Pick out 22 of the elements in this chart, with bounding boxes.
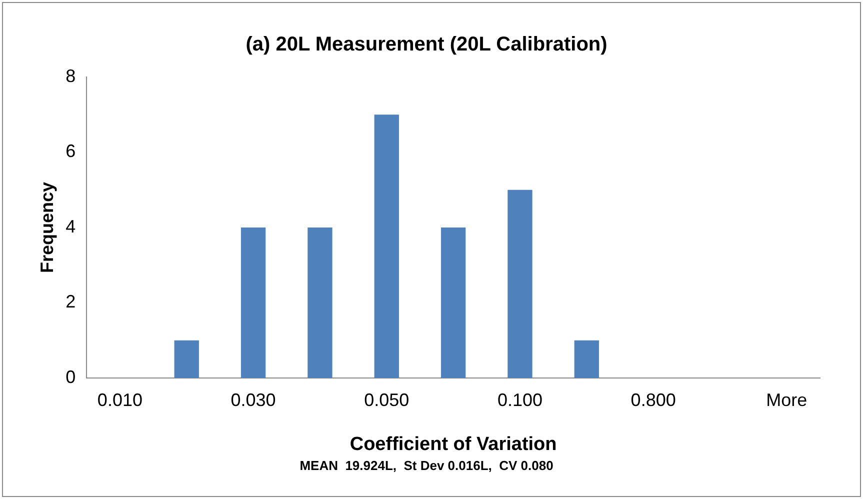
- chart-title: (a) 20L Measurement (20L Calibration): [246, 34, 608, 56]
- y-axis-title: Frequency: [36, 182, 57, 274]
- x-tick-label: More: [766, 390, 808, 410]
- y-tick-label: 2: [66, 292, 76, 312]
- bar: [574, 340, 599, 378]
- bar: [440, 228, 466, 378]
- x-tick-label: 0.100: [497, 390, 542, 410]
- y-tick-label: 6: [66, 141, 76, 162]
- y-tick-label: 0: [66, 366, 76, 387]
- bar: [174, 340, 199, 378]
- y-tick-label: 4: [66, 216, 76, 236]
- bar: [308, 228, 332, 378]
- x-tick-label: 0.050: [364, 390, 410, 410]
- x-axis-title: Coefficient of Variation: [350, 434, 557, 456]
- text: MEAN 19.924L, St Dev 0.016L, CV 0.080: [300, 458, 554, 473]
- bar: [374, 114, 399, 378]
- y-tick-label: 8: [66, 66, 76, 86]
- bar: [508, 190, 532, 378]
- bar: [240, 228, 266, 378]
- x-tick-label: 0.800: [630, 390, 676, 410]
- x-tick-label: 0.030: [230, 390, 276, 410]
- x-tick-label: 0.010: [97, 390, 142, 410]
